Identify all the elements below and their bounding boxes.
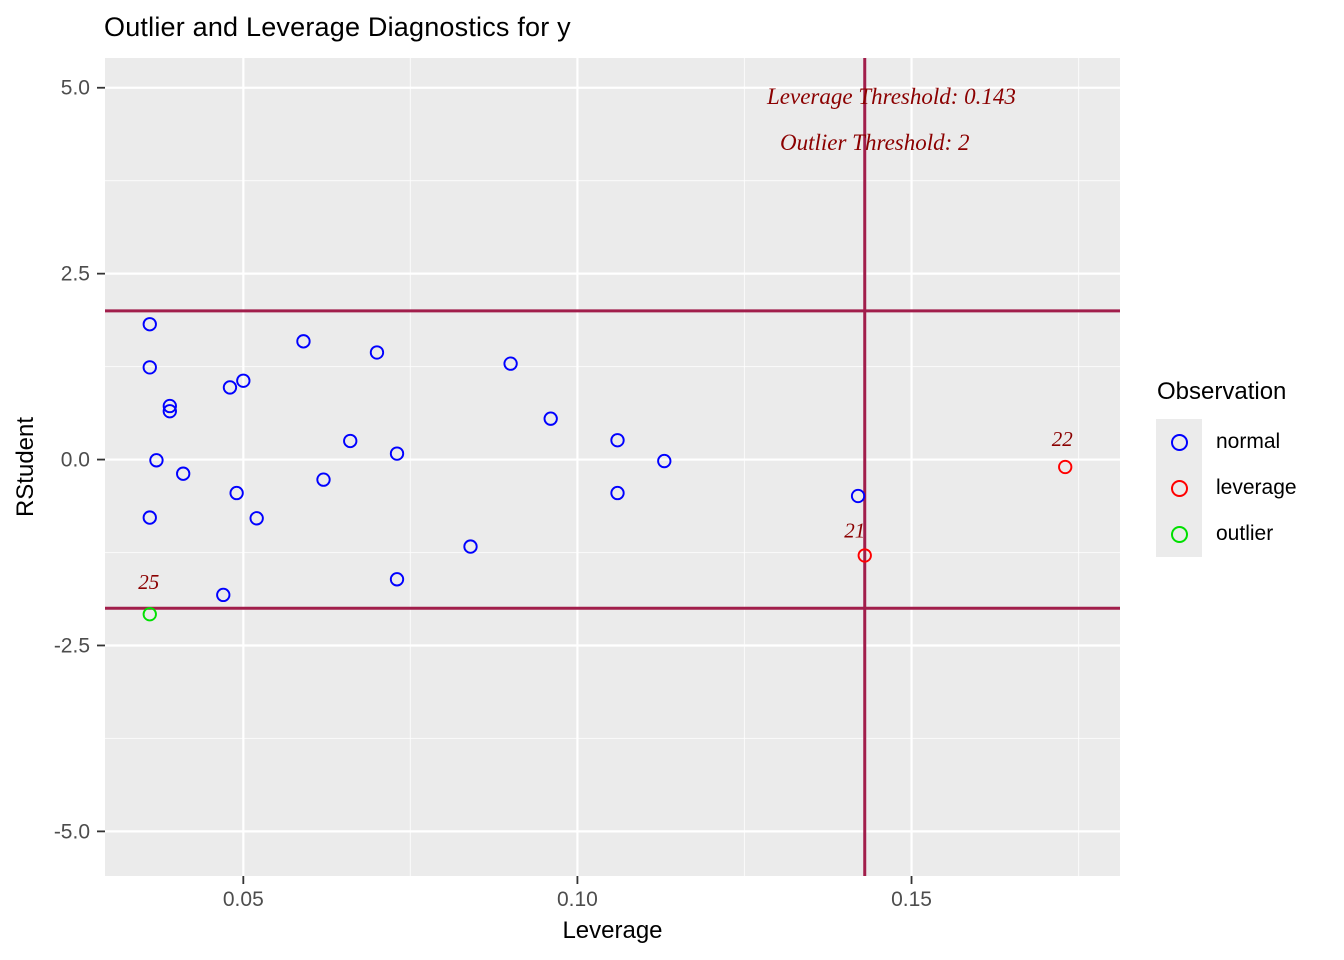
data-point-normal — [369, 345, 385, 360]
legend-key — [1156, 419, 1202, 465]
data-point-normal — [657, 453, 672, 469]
x-tick-label: 0.05 — [223, 888, 264, 911]
data-point-normal — [850, 488, 866, 504]
data-point-normal — [216, 587, 231, 603]
y-tick-label: 0.0 — [61, 449, 90, 472]
data-point-normal — [236, 373, 251, 388]
annotation-threshold: Leverage Threshold: 0.143 — [766, 84, 1016, 109]
legend-item-label: leverage — [1216, 476, 1297, 499]
data-point-normal — [543, 411, 558, 426]
data-point-normal — [389, 446, 405, 461]
data-point-outlier — [142, 607, 157, 622]
leverage-marker-icon — [1170, 479, 1188, 497]
data-point-normal — [142, 510, 157, 525]
legend-key — [1156, 465, 1202, 511]
legend: Observation normal leverage outlier — [1156, 378, 1297, 557]
data-point-normal — [142, 317, 157, 332]
data-point-normal — [249, 511, 264, 526]
data-point-normal — [162, 404, 177, 419]
data-point-normal — [463, 539, 478, 554]
point-label: 22 — [1052, 427, 1074, 451]
data-point-normal — [343, 433, 358, 449]
data-point-normal — [503, 356, 518, 371]
y-tick-label: 2.5 — [61, 263, 90, 286]
point-label: 25 — [138, 570, 159, 594]
normal-marker-icon — [1170, 433, 1188, 451]
data-point-normal — [229, 485, 244, 501]
point-label: 21 — [844, 518, 865, 542]
legend-item-leverage: leverage — [1156, 465, 1297, 511]
panel-background — [105, 58, 1120, 876]
plot-title: Outlier and Leverage Diagnostics for y — [104, 12, 571, 42]
data-point-normal — [296, 334, 311, 349]
y-tick-label: -2.5 — [54, 634, 90, 657]
data-point-leverage — [1058, 459, 1073, 475]
y-tick-label: 5.0 — [61, 77, 90, 100]
data-point-leverage — [857, 548, 872, 563]
y-tick-label: -5.0 — [54, 820, 90, 843]
data-point-normal — [222, 380, 238, 395]
data-point-normal — [149, 453, 164, 468]
data-point-normal — [610, 433, 625, 448]
y-axis-title: RStudent — [12, 417, 39, 517]
legend-item-normal: normal — [1156, 419, 1297, 465]
x-axis-title: Leverage — [562, 917, 662, 944]
annotation-threshold: Outlier Threshold: 2 — [780, 130, 970, 155]
legend-item-label: normal — [1216, 430, 1281, 453]
data-point-normal — [162, 398, 177, 414]
data-point-normal — [142, 360, 157, 375]
x-tick-label: 0.10 — [557, 888, 598, 911]
legend-title: Observation — [1157, 378, 1287, 405]
data-point-normal — [176, 466, 191, 481]
legend-item-label: outlier — [1216, 522, 1274, 545]
outlier-marker-icon — [1170, 525, 1188, 543]
data-point-normal — [389, 572, 405, 587]
x-tick-label: 0.15 — [891, 888, 932, 911]
legend-item-outlier: outlier — [1156, 511, 1297, 557]
legend-key — [1156, 511, 1202, 557]
data-point-normal — [316, 472, 331, 487]
data-point-normal — [610, 485, 625, 501]
legend-items: normal leverage outlier — [1156, 419, 1297, 557]
